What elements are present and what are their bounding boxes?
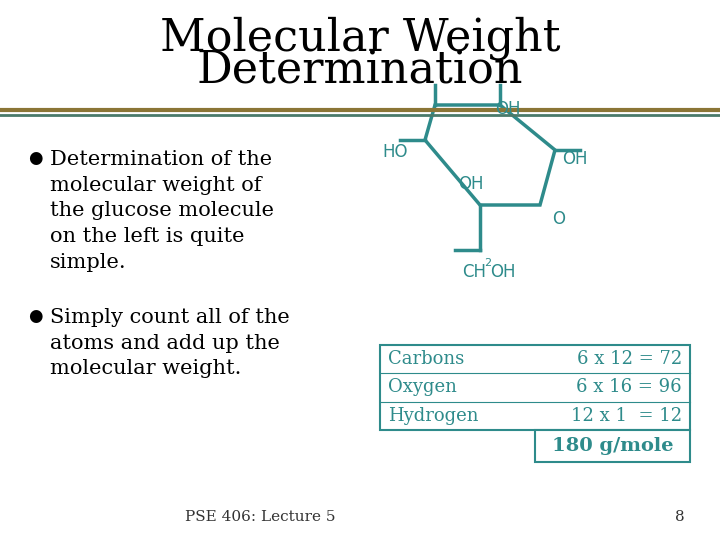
Text: CH: CH	[462, 263, 486, 281]
Text: Simply count all of the
atoms and add up the
molecular weight.: Simply count all of the atoms and add up…	[50, 308, 289, 379]
Text: Molecular Weight: Molecular Weight	[160, 16, 560, 60]
Text: 180 g/mole: 180 g/mole	[552, 437, 673, 455]
Text: HO: HO	[382, 143, 408, 161]
Text: ●: ●	[28, 150, 42, 167]
Text: 12 x 1  = 12: 12 x 1 = 12	[571, 407, 682, 425]
Text: OH: OH	[562, 150, 588, 168]
Text: Oxygen: Oxygen	[388, 379, 457, 396]
Text: 6 x 12 = 72: 6 x 12 = 72	[577, 350, 682, 368]
FancyBboxPatch shape	[380, 345, 690, 430]
Text: OH: OH	[490, 263, 516, 281]
Text: Determination of the
molecular weight of
the glucose molecule
on the left is qui: Determination of the molecular weight of…	[50, 150, 274, 272]
FancyBboxPatch shape	[535, 430, 690, 462]
Text: 8: 8	[675, 510, 685, 524]
Text: 6 x 16 = 96: 6 x 16 = 96	[577, 379, 682, 396]
Text: O: O	[552, 210, 565, 228]
Text: Hydrogen: Hydrogen	[388, 407, 479, 425]
Text: OH: OH	[495, 100, 521, 118]
Text: Carbons: Carbons	[388, 350, 464, 368]
Text: Determination: Determination	[197, 50, 523, 93]
Text: PSE 406: Lecture 5: PSE 406: Lecture 5	[185, 510, 336, 524]
Text: OH: OH	[458, 175, 484, 193]
Text: 2: 2	[484, 258, 491, 268]
Text: ●: ●	[28, 308, 42, 325]
